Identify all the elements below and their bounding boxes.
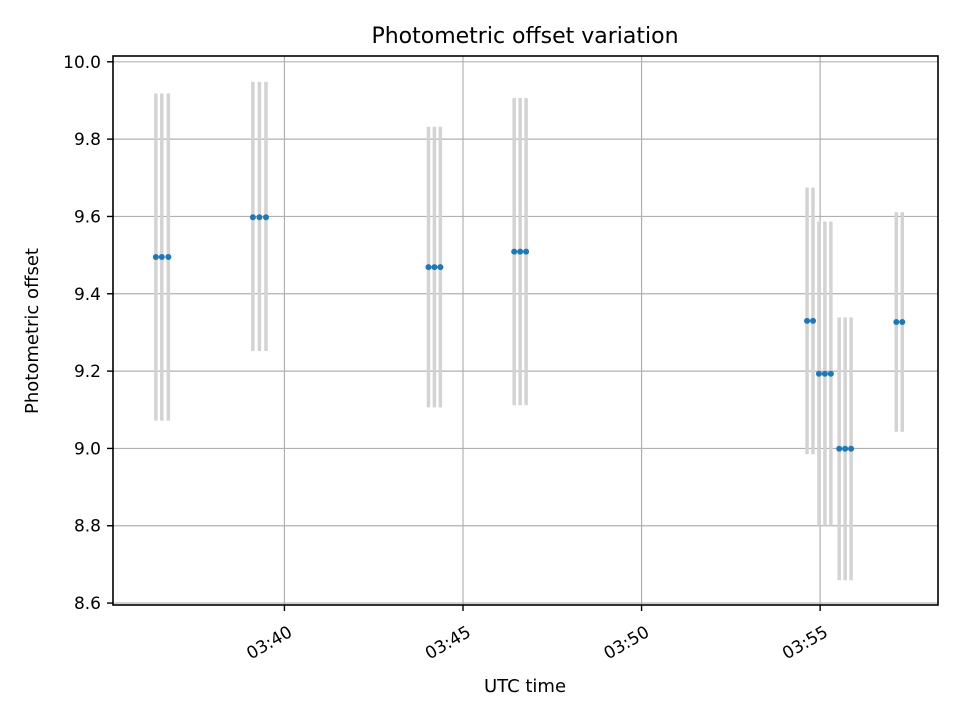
data-point — [256, 214, 263, 221]
chart-title: Photometric offset variation — [371, 24, 678, 49]
point-layer — [152, 214, 906, 452]
x-tick-label: 03:50 — [601, 622, 653, 664]
data-point — [815, 370, 822, 377]
y-tick-label: 9.2 — [74, 362, 101, 382]
data-point — [827, 370, 834, 377]
data-point — [431, 264, 438, 271]
data-point — [511, 248, 518, 255]
data-point — [425, 264, 432, 271]
data-point — [848, 445, 855, 452]
y-tick-label: 10.0 — [63, 53, 101, 73]
y-axis-label: Photometric offset — [22, 248, 43, 414]
data-point — [517, 248, 524, 255]
x-tick-label: 03:40 — [243, 622, 295, 664]
data-point — [893, 318, 900, 325]
data-point — [804, 317, 811, 324]
data-point — [899, 318, 906, 325]
y-tick-label: 9.8 — [74, 130, 101, 150]
tick-layer: 8.6 8.8 9.0 9.2 9.4 9.6 9.8 10.0 03:40 03:45 03:50… — [63, 53, 831, 664]
data-point — [842, 445, 849, 452]
y-tick-label: 9.6 — [74, 207, 101, 227]
x-tick-label: 03:45 — [422, 622, 474, 664]
x-tick-label: 03:55 — [779, 622, 831, 664]
data-point — [262, 214, 269, 221]
data-point — [821, 370, 828, 377]
data-point — [836, 445, 843, 452]
y-tick-label: 9.4 — [74, 285, 101, 305]
x-axis-label: UTC time — [484, 676, 566, 697]
data-point — [437, 264, 444, 271]
plot-frame — [112, 55, 939, 606]
y-tick-label: 9.0 — [74, 439, 101, 459]
errorbar-layer — [154, 81, 905, 581]
data-point — [249, 214, 256, 221]
data-point — [523, 248, 530, 255]
y-tick-label: 8.8 — [74, 517, 101, 537]
y-tick-label: 8.6 — [74, 594, 101, 614]
data-point — [152, 254, 159, 261]
data-point — [158, 254, 165, 261]
data-point — [810, 317, 816, 324]
data-point — [165, 254, 172, 261]
